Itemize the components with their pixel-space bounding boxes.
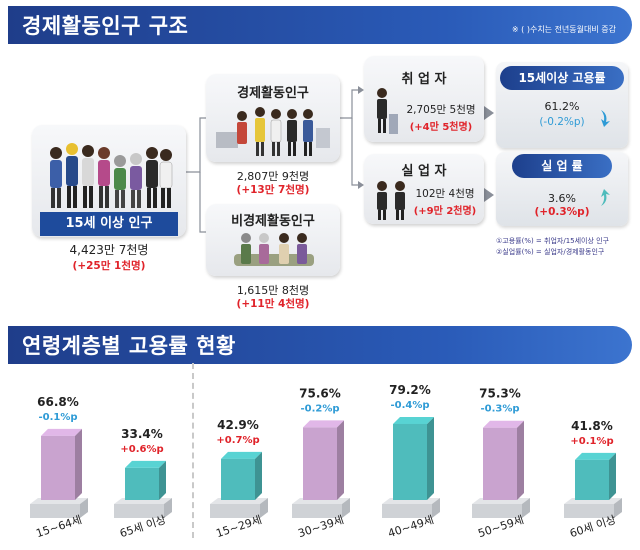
structure-title-banner: 경제활동인구 구조 bbox=[8, 6, 632, 44]
employed-box: 취 업 자 2,705만 5천명 (+4만 5천명) bbox=[364, 56, 484, 142]
non-workers-illustration bbox=[234, 233, 314, 266]
change-label: +0.1%p bbox=[570, 436, 613, 447]
bar-side bbox=[427, 416, 434, 500]
econ-active-box: 경제활동인구 bbox=[206, 74, 340, 162]
employed-value: 2,705만 5천명 bbox=[406, 104, 476, 116]
value-label: 79.2% bbox=[389, 383, 431, 397]
value-label: 33.4% bbox=[121, 427, 163, 441]
bar-top bbox=[125, 460, 166, 468]
population-value: 4,423만 7천명 bbox=[69, 243, 149, 257]
unemployed-value: 102만 4천명 bbox=[415, 188, 475, 200]
econ-active-change: (+13만 7천명) bbox=[236, 184, 310, 196]
bar-pedestal-front bbox=[382, 504, 432, 518]
bar-side bbox=[75, 428, 82, 500]
non-econ-active-change: (+11만 4천명) bbox=[236, 298, 310, 310]
bar-30~39세 bbox=[303, 427, 337, 500]
people-group-illustration bbox=[50, 143, 173, 208]
non-econ-active-box: 비경제활동인구 bbox=[206, 204, 340, 276]
bar-15~64세 bbox=[41, 435, 75, 500]
employed-label: 취 업 자 bbox=[401, 72, 447, 87]
bar-pedestal-front bbox=[564, 504, 614, 518]
age-section-title-banner: 연령계층별 고용률 현황 bbox=[8, 326, 632, 364]
structure-title: 경제활동인구 구조 bbox=[22, 14, 189, 38]
change-label: -0.4%p bbox=[390, 400, 429, 411]
unemployment-rate-formula: ②실업률(%) = 실업자/경제활동인구 bbox=[496, 248, 605, 256]
bar-pedestal-front bbox=[30, 504, 80, 518]
population-change: (+25만 1천명) bbox=[72, 260, 146, 272]
non-econ-active-value: 1,615만 8천명 bbox=[236, 284, 310, 297]
unemployment-rate-change: (+0.3%p) bbox=[534, 206, 590, 218]
employed-change: (+4만 5천명) bbox=[409, 122, 473, 133]
bar-side bbox=[255, 451, 262, 500]
value-label: 42.9% bbox=[217, 418, 259, 432]
employment-rate-change: (-0.2%p) bbox=[539, 116, 585, 128]
bar-pedestal-side bbox=[342, 498, 350, 518]
bar-side bbox=[609, 452, 616, 500]
bar-40~49세 bbox=[393, 423, 427, 500]
job-seekers-illustration bbox=[377, 181, 405, 220]
value-label: 41.8% bbox=[571, 419, 613, 433]
unemployment-rate-value: 3.6% bbox=[548, 192, 576, 205]
age-section-title: 연령계층별 고용률 현황 bbox=[22, 334, 236, 358]
structure-note: ※ ( )수치는 전년동월대비 증감 bbox=[511, 25, 616, 34]
bar-50~59세 bbox=[483, 427, 517, 500]
change-label: -0.3%p bbox=[480, 404, 519, 415]
change-label: -0.2%p bbox=[300, 403, 339, 414]
bar-top bbox=[221, 451, 262, 459]
workers-illustration bbox=[216, 107, 330, 156]
bar-65세 이상 bbox=[125, 467, 159, 500]
unemployed-label: 실 업 자 bbox=[401, 164, 447, 179]
down-arrow-icon bbox=[601, 110, 610, 127]
value-label: 66.8% bbox=[37, 395, 79, 409]
non-econ-active-label: 비경제활동인구 bbox=[231, 214, 315, 229]
office-worker-illustration bbox=[377, 88, 398, 134]
change-label: +0.7%p bbox=[216, 435, 259, 446]
bar-60세 이상 bbox=[575, 459, 609, 500]
bar-pedestal-side bbox=[164, 498, 172, 518]
econ-active-label: 경제활동인구 bbox=[237, 86, 309, 101]
bar-top bbox=[575, 452, 616, 460]
value-label: 75.6% bbox=[299, 386, 341, 400]
change-label: +0.6%p bbox=[120, 444, 163, 455]
unemployment-rate-label: 실 업 률 bbox=[512, 154, 612, 178]
unemployed-change: (+9만 2천명) bbox=[413, 206, 477, 217]
bar-top bbox=[393, 416, 434, 424]
population-label: 15세 이상 인구 bbox=[40, 212, 178, 236]
unemployed-box: 실 업 자 102만 4천명 (+9만 2천명) bbox=[364, 154, 484, 224]
bar-pedestal-side bbox=[260, 498, 268, 518]
bar-pedestal-side bbox=[522, 498, 530, 518]
bar-top bbox=[41, 428, 82, 436]
bar-pedestal-side bbox=[432, 498, 440, 518]
bar-15~29세 bbox=[221, 458, 255, 500]
bar-side bbox=[159, 460, 166, 500]
bar-pedestal-front bbox=[114, 504, 164, 518]
bar-side bbox=[337, 420, 344, 500]
bar-pedestal-front bbox=[292, 504, 342, 518]
value-label: 75.3% bbox=[479, 387, 521, 401]
bar-side bbox=[517, 420, 524, 500]
employment-rate-value: 61.2% bbox=[544, 100, 580, 113]
bar-pedestal-front bbox=[472, 504, 522, 518]
bar-pedestal-side bbox=[80, 498, 88, 518]
bar-top bbox=[483, 420, 524, 428]
section-divider bbox=[192, 363, 194, 538]
employment-rate-label: 15세이상 고용률 bbox=[500, 66, 624, 90]
bar-pedestal-side bbox=[614, 498, 622, 518]
bar-top bbox=[303, 420, 344, 428]
up-arrow-icon bbox=[601, 189, 610, 206]
employment-rate-formula: ①고용률(%) = 취업자/15세이상 인구 bbox=[496, 237, 610, 245]
bar-pedestal-front bbox=[210, 504, 260, 518]
change-label: -0.1%p bbox=[38, 412, 77, 423]
econ-active-value: 2,807만 9천명 bbox=[236, 170, 310, 183]
